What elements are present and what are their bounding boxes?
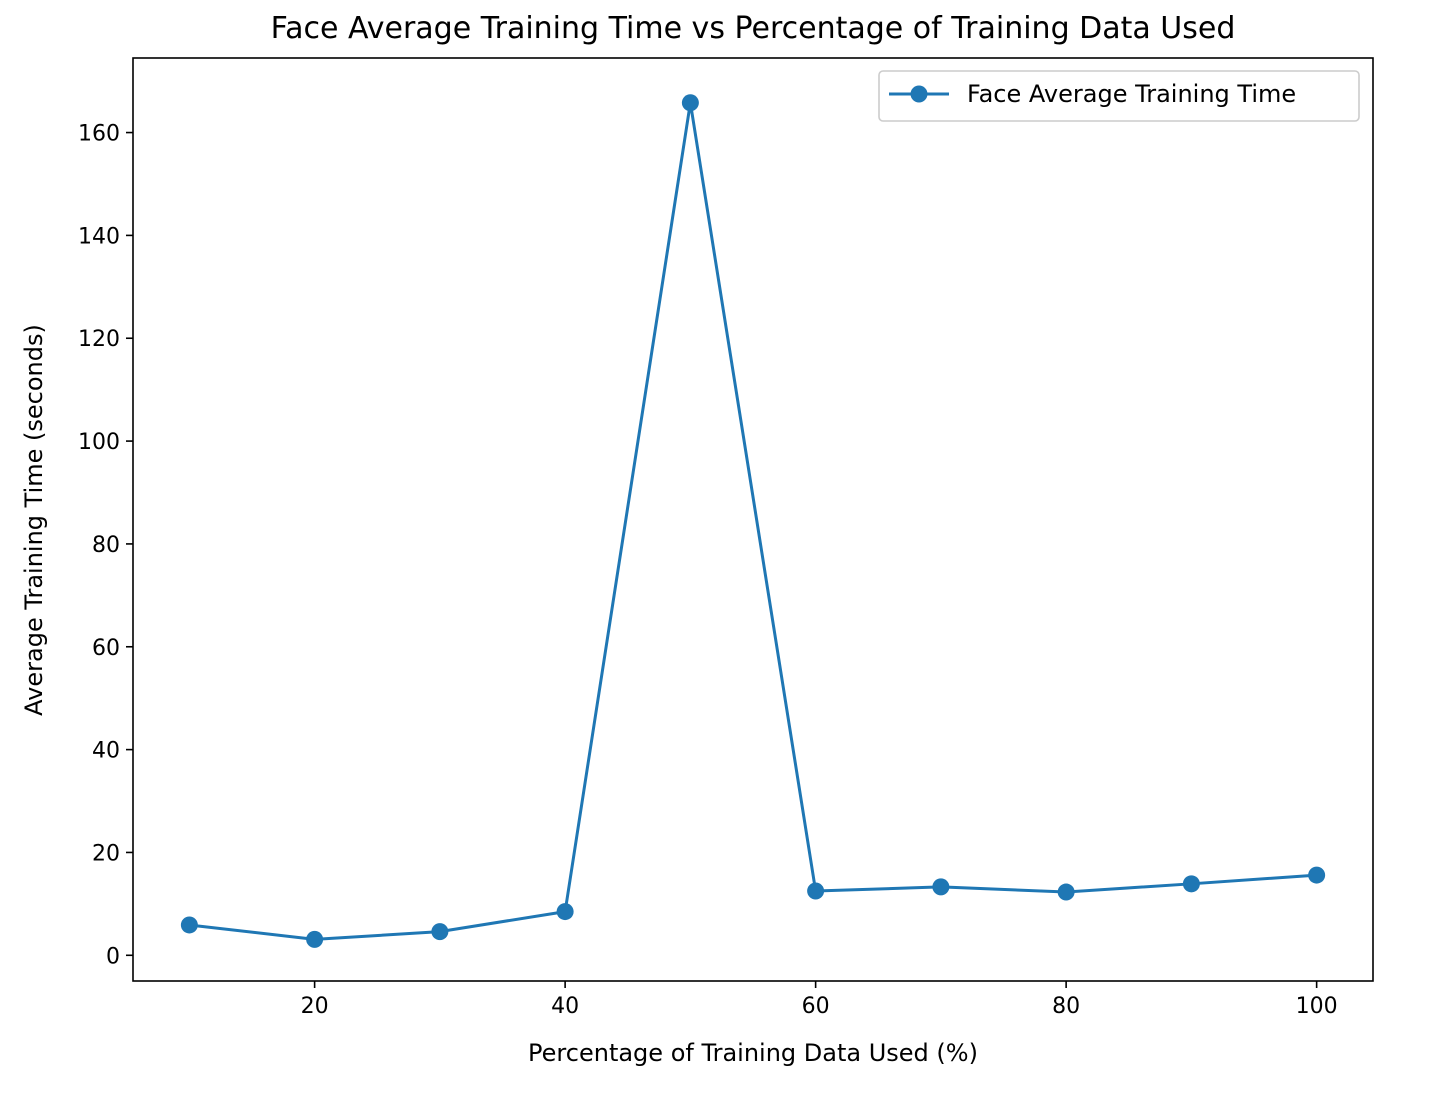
chart-title: Face Average Training Time vs Percentage… (271, 11, 1236, 46)
legend: Face Average Training Time (878, 70, 1360, 122)
data-point (807, 882, 825, 900)
x-tick-label: 40 (551, 994, 579, 1019)
y-tick-label: 0 (106, 944, 120, 969)
x-axis-label: Percentage of Training Data Used (%) (528, 1039, 978, 1067)
x-tick-label: 80 (1052, 994, 1080, 1019)
data-point (431, 923, 449, 941)
y-tick-label: 60 (92, 636, 120, 661)
data-point (556, 903, 574, 921)
data-point (932, 878, 950, 896)
plot-area (180, 94, 1326, 948)
y-tick-label: 140 (78, 224, 120, 249)
data-point (681, 94, 699, 112)
data-point (1182, 875, 1200, 893)
data-point (1057, 883, 1075, 901)
y-tick-label: 160 (78, 122, 120, 147)
legend-box (878, 70, 1360, 122)
y-tick-label: 120 (78, 327, 120, 352)
y-tick-label: 40 (92, 739, 120, 764)
data-point (180, 916, 198, 934)
data-point (1308, 866, 1326, 884)
legend-marker-swatch (910, 85, 928, 103)
x-axis: 20 40 60 80 100 (301, 981, 1338, 1019)
x-tick-label: 20 (301, 994, 329, 1019)
legend-label: Face Average Training Time (967, 80, 1296, 108)
y-tick-label: 80 (92, 533, 120, 558)
y-axis: 0 20 40 60 80 100 120 140 160 (78, 122, 133, 969)
y-axis-label: Average Training Time (seconds) (20, 324, 48, 716)
series-line (189, 101, 1317, 941)
plot-frame (132, 57, 1374, 982)
x-tick-label: 100 (1296, 994, 1338, 1019)
y-tick-label: 20 (92, 841, 120, 866)
y-tick-label: 100 (78, 430, 120, 455)
data-point (306, 930, 324, 948)
x-tick-label: 60 (802, 994, 830, 1019)
